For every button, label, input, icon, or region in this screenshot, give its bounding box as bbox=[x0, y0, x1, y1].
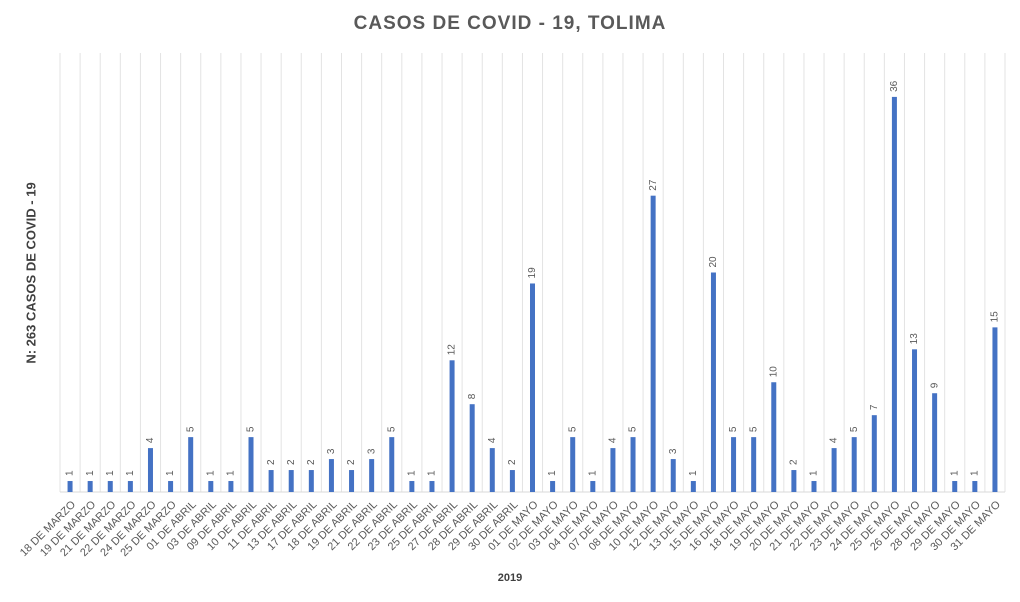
value-label: 1 bbox=[165, 470, 176, 476]
bar bbox=[107, 481, 113, 492]
value-label: 4 bbox=[608, 437, 619, 443]
value-label: 9 bbox=[929, 382, 940, 388]
bar bbox=[670, 459, 676, 492]
value-label: 1 bbox=[427, 470, 438, 476]
value-label: 3 bbox=[668, 448, 679, 454]
bar bbox=[208, 481, 214, 492]
bar bbox=[409, 481, 415, 492]
value-label: 13 bbox=[909, 333, 920, 345]
value-label: 2 bbox=[789, 459, 800, 465]
value-label: 19 bbox=[527, 267, 538, 279]
value-label: 5 bbox=[185, 426, 196, 432]
value-label: 1 bbox=[125, 470, 136, 476]
bar bbox=[87, 481, 93, 492]
value-label: 2 bbox=[346, 459, 357, 465]
bar bbox=[308, 470, 314, 492]
bar bbox=[811, 481, 817, 492]
value-label: 1 bbox=[969, 470, 980, 476]
bar bbox=[168, 481, 174, 492]
value-label: 5 bbox=[628, 426, 639, 432]
bar bbox=[550, 481, 556, 492]
value-label: 1 bbox=[587, 470, 598, 476]
bar bbox=[992, 327, 998, 492]
bar bbox=[690, 481, 696, 492]
value-label: 1 bbox=[226, 470, 237, 476]
bar bbox=[771, 382, 777, 492]
value-label: 5 bbox=[246, 426, 257, 432]
y-axis-title: N: 263 CASOS DE COVID - 19 bbox=[23, 182, 38, 363]
value-label: 5 bbox=[849, 426, 860, 432]
bar bbox=[751, 437, 757, 492]
bar bbox=[127, 481, 133, 492]
bar bbox=[389, 437, 395, 492]
bar bbox=[972, 481, 978, 492]
bar bbox=[590, 481, 596, 492]
value-label: 20 bbox=[708, 256, 719, 268]
bar bbox=[328, 459, 334, 492]
chart-title: CASOS DE COVID - 19, TOLIMA bbox=[354, 13, 667, 34]
value-label: 7 bbox=[869, 404, 880, 410]
value-label: 5 bbox=[728, 426, 739, 432]
bar bbox=[489, 448, 495, 492]
bar bbox=[369, 459, 375, 492]
bar bbox=[509, 470, 515, 492]
bar bbox=[710, 272, 716, 492]
bar bbox=[610, 448, 616, 492]
bar bbox=[932, 393, 938, 492]
bar bbox=[791, 470, 797, 492]
bar bbox=[912, 349, 918, 492]
value-label: 10 bbox=[768, 366, 779, 378]
value-label: 1 bbox=[547, 470, 558, 476]
value-label: 5 bbox=[748, 426, 759, 432]
value-label: 2 bbox=[306, 459, 317, 465]
bar bbox=[952, 481, 958, 492]
value-label: 3 bbox=[326, 448, 337, 454]
value-label: 5 bbox=[567, 426, 578, 432]
bar bbox=[731, 437, 737, 492]
value-label: 2 bbox=[266, 459, 277, 465]
value-label: 36 bbox=[889, 80, 900, 92]
bar bbox=[469, 404, 475, 492]
x-axis-title: 2019 bbox=[498, 572, 522, 584]
value-label: 4 bbox=[829, 437, 840, 443]
value-label: 1 bbox=[65, 470, 76, 476]
bar bbox=[228, 481, 234, 492]
bar bbox=[188, 437, 194, 492]
value-label: 8 bbox=[467, 393, 478, 399]
bar bbox=[831, 448, 837, 492]
value-label: 12 bbox=[447, 344, 458, 356]
bar bbox=[851, 437, 857, 492]
value-label: 2 bbox=[286, 459, 297, 465]
value-label: 4 bbox=[487, 437, 498, 443]
value-label: 1 bbox=[105, 470, 116, 476]
bar bbox=[871, 415, 877, 492]
value-label: 27 bbox=[648, 179, 659, 191]
bar bbox=[288, 470, 294, 492]
value-label: 1 bbox=[688, 470, 699, 476]
bar bbox=[630, 437, 636, 492]
value-label: 3 bbox=[366, 448, 377, 454]
bar bbox=[67, 481, 73, 492]
bar bbox=[349, 470, 355, 492]
value-label: 5 bbox=[386, 426, 397, 432]
value-label: 1 bbox=[809, 470, 820, 476]
bar bbox=[248, 437, 254, 492]
value-label: 1 bbox=[949, 470, 960, 476]
value-label: 1 bbox=[205, 470, 216, 476]
value-label: 15 bbox=[990, 311, 1001, 323]
bar bbox=[570, 437, 576, 492]
value-label: 1 bbox=[407, 470, 418, 476]
value-label: 4 bbox=[145, 437, 156, 443]
bar bbox=[530, 283, 535, 492]
value-label: 2 bbox=[507, 459, 518, 465]
bar bbox=[147, 448, 153, 492]
bar bbox=[891, 96, 897, 493]
bar bbox=[449, 360, 455, 492]
bar bbox=[268, 470, 274, 492]
bar bbox=[650, 195, 656, 493]
value-label: 1 bbox=[85, 470, 96, 476]
bar bbox=[429, 481, 435, 492]
